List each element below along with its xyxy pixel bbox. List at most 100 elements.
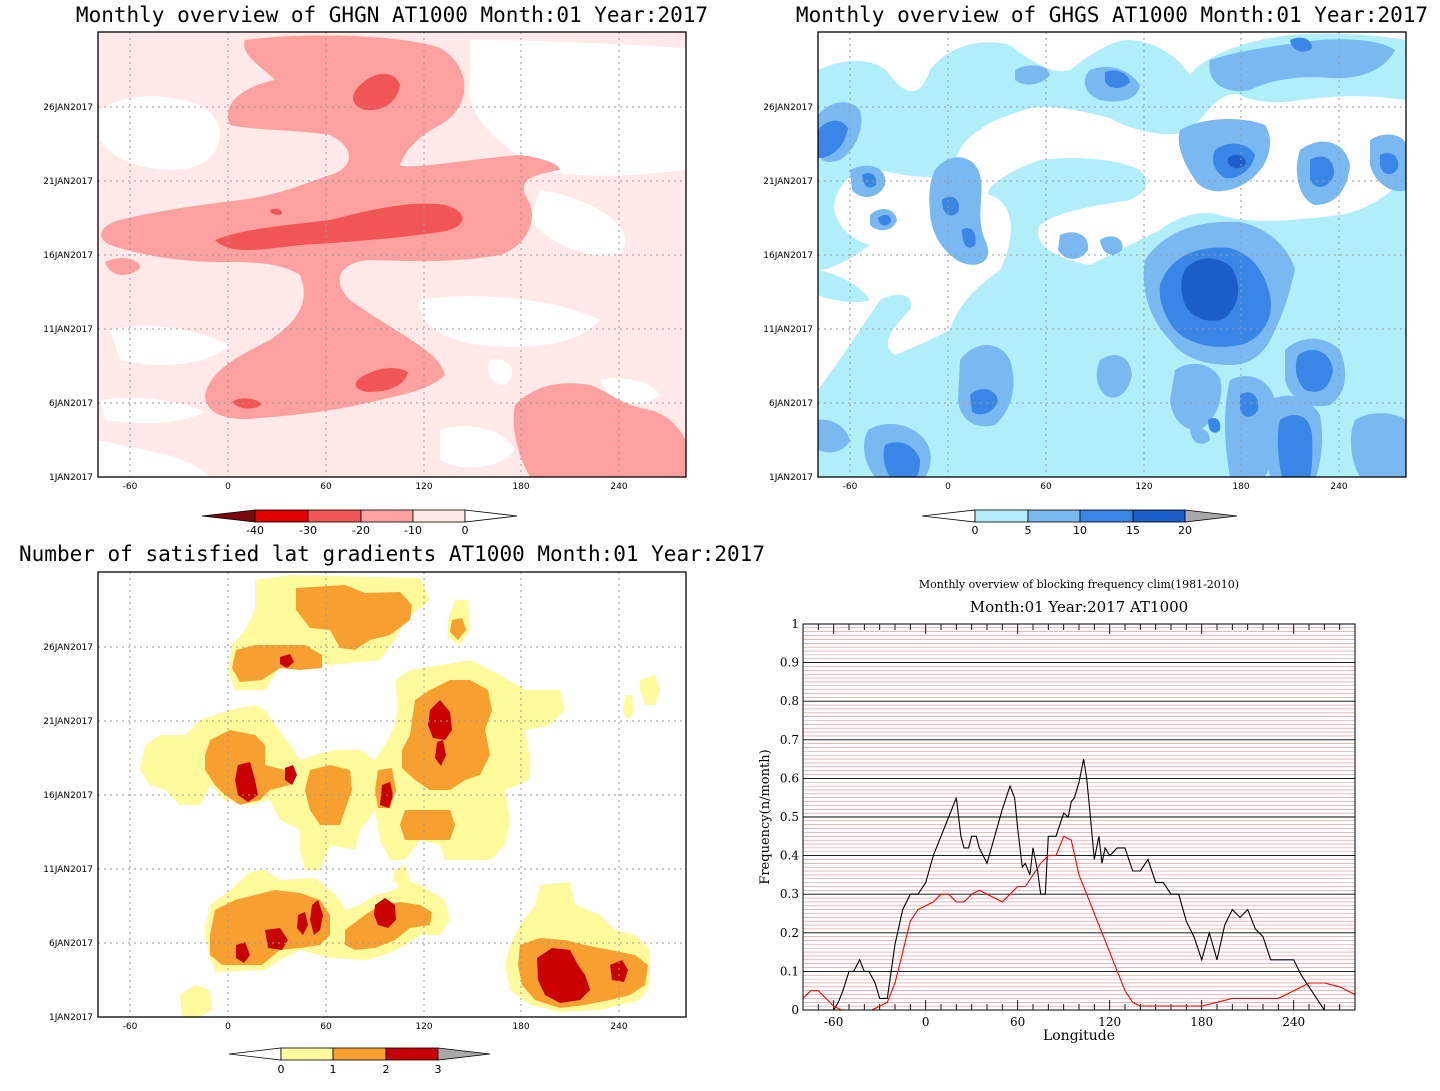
major-grid <box>803 662 1355 972</box>
y-tick-label: 11JAN2017 <box>763 325 813 335</box>
x-tick-labels: -60 0 60 120 180 240 <box>123 1022 628 1032</box>
y-tick-label: 11JAN2017 <box>43 865 93 875</box>
x-tick-label: 180 <box>512 482 529 492</box>
panel-lat-gradients: Number of satisfied lat gradients AT1000… <box>19 542 765 1076</box>
colorbar-label: 5 <box>1025 524 1032 537</box>
y-tick-label: 1JAN2017 <box>769 473 813 483</box>
x-tick-label: 120 <box>1135 482 1152 492</box>
x-tick-label: 120 <box>1098 1015 1121 1029</box>
contour-field <box>140 575 660 1017</box>
series-line <box>803 835 1355 1010</box>
x-tick-label: -60 <box>824 1015 843 1029</box>
colorbar-label: 0 <box>278 1063 285 1076</box>
y-tick-label: 0.7 <box>780 733 799 747</box>
x-tick-label: 60 <box>1040 482 1052 492</box>
x-tick-label: 180 <box>512 1022 529 1032</box>
x-tick-label: -60 <box>123 482 138 492</box>
y-tick-label: 26JAN2017 <box>43 643 93 653</box>
x-tick-label: 0 <box>922 1015 930 1029</box>
plot-frame <box>817 31 1407 478</box>
x-tick-label: -60 <box>123 1022 138 1032</box>
y-tick-label: 0.5 <box>780 810 799 824</box>
x-tick-label: 240 <box>1282 1015 1305 1029</box>
y-tick-label: 0.9 <box>780 656 799 670</box>
panel-title: Monthly overview of GHGS AT1000 Month:01… <box>796 3 1428 27</box>
plot-frame <box>802 623 1356 1011</box>
chart-subtitle: Month:01 Year:2017 AT1000 <box>970 598 1188 616</box>
colorbar-label: 1 <box>330 1063 337 1076</box>
colorbar-label: -30 <box>299 524 317 537</box>
x-tick-labels: -60 0 60 120 180 240 <box>843 482 1348 492</box>
y-tick-label: 0.1 <box>780 964 799 978</box>
x-tick-label: 120 <box>415 482 432 492</box>
x-tick-labels: -60 0 60 120 180 240 <box>123 482 628 492</box>
colorbar-label: -20 <box>352 524 370 537</box>
colorbar-label: 0 <box>972 524 979 537</box>
series-line <box>803 758 1355 1010</box>
grid <box>98 32 686 477</box>
x-tick-label: -60 <box>843 482 858 492</box>
x-tick-label: 120 <box>415 1022 432 1032</box>
y-tick-label: 0.4 <box>780 849 799 863</box>
plot-frame <box>97 571 687 1018</box>
y-tick-label: 26JAN2017 <box>763 103 813 113</box>
panel-title: Monthly overview of GHGN AT1000 Month:01… <box>76 3 708 27</box>
y-tick-label: 16JAN2017 <box>43 791 93 801</box>
y-tick-label: 1JAN2017 <box>49 473 93 483</box>
colorbar-label: 15 <box>1126 524 1140 537</box>
colorbar-label: 20 <box>1178 524 1192 537</box>
x-tick-label: 240 <box>610 482 627 492</box>
x-tick-label: 60 <box>1010 1015 1025 1029</box>
y-tick-label: 0.2 <box>780 926 799 940</box>
x-tick-label: 0 <box>225 482 231 492</box>
panel-ghgn: Monthly overview of GHGN AT1000 Month:01… <box>43 3 708 537</box>
grid <box>818 32 1406 477</box>
y-tick-label: 21JAN2017 <box>43 717 93 727</box>
y-tick-labels: 1JAN2017 6JAN2017 11JAN2017 16JAN2017 21… <box>43 103 93 483</box>
contour-three <box>235 654 628 1003</box>
y-tick-label: 21JAN2017 <box>763 177 813 187</box>
x-tick-label: 240 <box>610 1022 627 1032</box>
colorbar: 0 1 2 3 <box>228 1047 491 1076</box>
y-tick-label: 6JAN2017 <box>49 939 93 949</box>
y-tick-label: 21JAN2017 <box>43 177 93 187</box>
colorbar-label: 0 <box>462 524 469 537</box>
y-tick-label: 6JAN2017 <box>49 399 93 409</box>
series-lines <box>803 758 1355 1010</box>
y-tick-labels: 0 0.1 0.2 0.3 0.4 0.5 0.6 0.7 0.8 0.9 1 <box>780 617 799 1017</box>
contour-strong <box>215 73 463 409</box>
x-tick-label: 0 <box>945 482 951 492</box>
x-tick-label: 180 <box>1190 1015 1213 1029</box>
minor-grid <box>803 627 1355 1007</box>
colorbar-label: 3 <box>435 1063 442 1076</box>
x-tick-labels: -60 0 60 120 180 240 <box>824 1015 1305 1029</box>
colorbar-label: -10 <box>404 524 422 537</box>
colorbar: -40 -30 -20 -10 0 <box>201 509 518 537</box>
y-tick-labels: 1JAN2017 6JAN2017 11JAN2017 16JAN2017 21… <box>763 103 813 483</box>
y-tick-label: 0.6 <box>780 771 799 785</box>
x-tick-label: 60 <box>320 1022 332 1032</box>
y-tick-label: 6JAN2017 <box>769 399 813 409</box>
axis-ticks <box>802 624 1356 1010</box>
plot-frame <box>97 31 687 478</box>
panel-title: Number of satisfied lat gradients AT1000… <box>19 542 765 566</box>
colorbar-label: -40 <box>246 524 264 537</box>
y-tick-label: 26JAN2017 <box>43 103 93 113</box>
y-tick-labels: 1JAN2017 6JAN2017 11JAN2017 16JAN2017 21… <box>43 643 93 1023</box>
grid <box>98 572 686 1017</box>
colorbar-label: 2 <box>383 1063 390 1076</box>
y-axis-label: Frequency(n/month) <box>758 749 773 884</box>
panel-ghgs: Monthly overview of GHGS AT1000 Month:01… <box>763 3 1428 537</box>
x-tick-label: 180 <box>1232 482 1249 492</box>
x-tick-label: 60 <box>320 482 332 492</box>
x-axis-label: Longitude <box>1043 1028 1115 1044</box>
panel-blocking-frequency: Monthly overview of blocking frequency c… <box>758 578 1356 1044</box>
x-tick-label: 0 <box>225 1022 231 1032</box>
colorbar: 0 5 10 15 20 <box>921 509 1238 537</box>
y-tick-label: 16JAN2017 <box>43 251 93 261</box>
y-tick-label: 0.3 <box>780 887 799 901</box>
y-tick-label: 1 <box>791 617 799 631</box>
y-tick-label: 1JAN2017 <box>49 1013 93 1023</box>
y-tick-label: 16JAN2017 <box>763 251 813 261</box>
